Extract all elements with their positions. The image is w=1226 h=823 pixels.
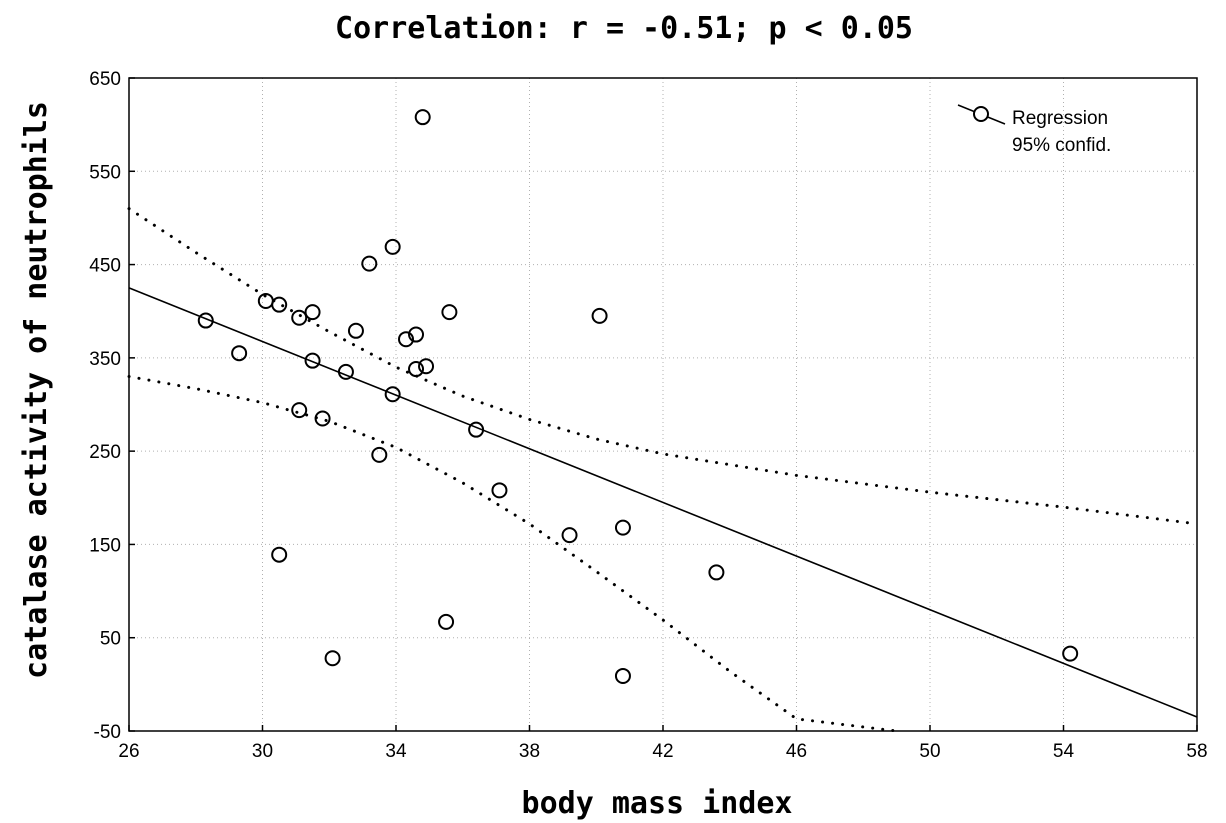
x-tick-label: 50: [919, 741, 940, 762]
x-tick-label: 46: [786, 741, 807, 762]
data-point: [408, 326, 425, 343]
data-point: [418, 358, 435, 375]
x-tick-label: 58: [1186, 741, 1207, 762]
data-point: [271, 296, 288, 313]
legend-circle-icon: [973, 106, 989, 122]
data-point: [561, 527, 578, 544]
data-point: [468, 421, 485, 438]
regression-line: [128, 287, 1198, 718]
legend: Regression 95% confid.: [957, 104, 1111, 156]
data-point: [371, 446, 388, 463]
x-axis-ticks: 26 30 34 38 42 46 50 54 58: [118, 725, 1208, 762]
data-point: [197, 312, 214, 329]
data-point: [324, 650, 341, 667]
y-axis-ticks: -50 50 150 250 350 450 550 650: [89, 69, 135, 743]
chart-title: Correlation: r = -0.51; p < 0.05: [335, 11, 913, 46]
data-point: [384, 386, 401, 403]
data-point: [291, 402, 308, 419]
data-point: [231, 345, 248, 362]
data-point: [347, 322, 364, 339]
y-axis-title: catalase activity of neutrophils: [19, 101, 54, 679]
y-tick-label: -50: [94, 722, 121, 743]
plot-frame: [128, 77, 1198, 732]
data-point: [438, 613, 455, 630]
data-point: [291, 309, 308, 326]
x-tick-label: 54: [1053, 741, 1075, 762]
data-point: [591, 307, 608, 324]
data-points: [197, 109, 1079, 684]
data-point: [304, 352, 321, 369]
data-point: [304, 304, 321, 321]
y-tick-label: 250: [89, 442, 121, 463]
data-point: [398, 331, 415, 348]
y-tick-label: 50: [100, 629, 121, 650]
data-point: [1062, 645, 1079, 662]
confidence-upper-line: [127, 207, 1199, 526]
data-point: [361, 255, 378, 272]
data-point: [441, 304, 458, 321]
grid: [129, 78, 1197, 731]
y-tick-label: 450: [89, 256, 121, 277]
data-point: [491, 482, 508, 499]
x-tick-label: 30: [252, 741, 273, 762]
y-tick-label: 550: [89, 162, 121, 183]
x-tick-label: 26: [118, 741, 139, 762]
legend-label-regression: Regression: [1012, 108, 1108, 129]
x-tick-label: 42: [652, 741, 673, 762]
x-tick-label: 38: [519, 741, 540, 762]
data-point: [708, 564, 725, 581]
y-tick-label: 350: [89, 349, 121, 370]
legend-label-confidence: 95% confid.: [1012, 135, 1111, 156]
y-tick-label: 650: [89, 69, 121, 90]
data-point: [614, 667, 631, 684]
data-point: [384, 238, 401, 255]
data-point: [271, 546, 288, 563]
x-axis-title: body mass index: [522, 786, 793, 821]
data-point: [414, 109, 431, 126]
data-point: [408, 361, 425, 378]
confidence-lower-line: [127, 375, 899, 733]
regression-line-group: [128, 287, 1198, 718]
data-point: [314, 410, 331, 427]
x-tick-label: 34: [385, 741, 407, 762]
y-tick-label: 150: [89, 535, 121, 556]
data-point: [337, 363, 354, 380]
data-point: [614, 519, 631, 536]
confidence-band: [127, 207, 1199, 733]
